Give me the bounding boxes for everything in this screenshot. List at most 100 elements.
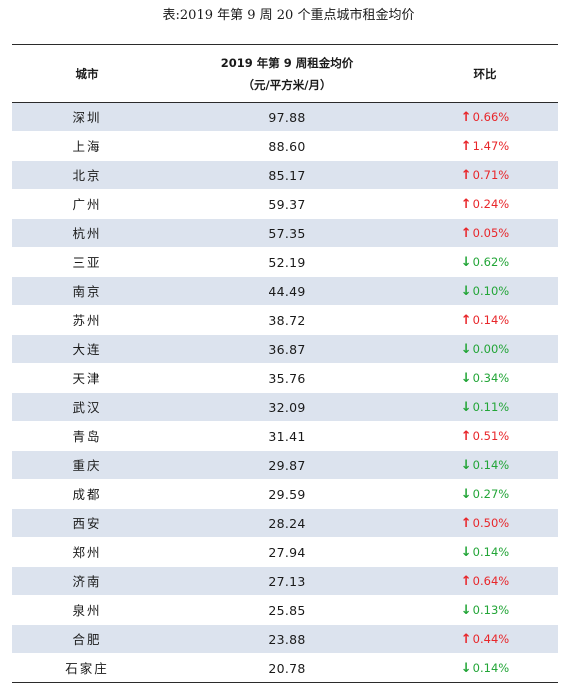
- table-row: 苏州 38.72 ↑0.14%: [12, 305, 558, 335]
- change-cell: ↑0.71%: [412, 160, 558, 190]
- price-header-line1: 2019 年第 9 周租金均价: [220, 55, 354, 70]
- table-body: 深圳 97.88 ↑0.66% 上海 88.60 ↑1.47% 北京 85.17 ↑0.71% 广…: [12, 102, 558, 683]
- rent-price-table: 城市 2019 年第 9 周租金均价 （元/平方米/月） 环比 深圳 97.88 ↑…: [12, 44, 558, 683]
- table-row: 南京 44.49 ↓0.10%: [12, 276, 558, 306]
- city-cell: 合肥: [12, 624, 162, 654]
- change-cell: ↑0.14%: [412, 305, 558, 335]
- table-row: 三亚 52.19 ↓0.62%: [12, 247, 558, 277]
- price-cell: 23.88: [162, 624, 412, 654]
- change-cell: ↑0.44%: [412, 624, 558, 654]
- change-cell: ↑1.47%: [412, 131, 558, 161]
- price-cell: 97.88: [162, 102, 412, 132]
- city-cell: 泉州: [12, 595, 162, 625]
- change-cell: ↓0.14%: [412, 653, 558, 683]
- table-row: 郑州 27.94 ↓0.14%: [12, 537, 558, 567]
- change-value: 0.14%: [472, 661, 510, 675]
- change-cell: ↑0.05%: [412, 218, 558, 248]
- table-row: 石家庄 20.78 ↓0.14%: [12, 653, 558, 683]
- change-value: 0.66%: [472, 110, 510, 124]
- change-value: 0.34%: [472, 371, 510, 385]
- city-cell: 青岛: [12, 421, 162, 451]
- change-cell: ↓0.11%: [412, 392, 558, 422]
- arrow-down-icon: ↓: [460, 371, 472, 386]
- arrow-up-icon: ↑: [460, 226, 472, 241]
- change-column-header: 环比: [412, 44, 558, 103]
- arrow-up-icon: ↑: [460, 139, 472, 154]
- table-row: 广州 59.37 ↑0.24%: [12, 189, 558, 219]
- arrow-down-icon: ↓: [460, 342, 472, 357]
- arrow-up-icon: ↑: [460, 168, 472, 183]
- price-cell: 59.37: [162, 189, 412, 219]
- arrow-down-icon: ↓: [460, 284, 472, 299]
- price-cell: 88.60: [162, 131, 412, 161]
- change-cell: ↑0.51%: [412, 421, 558, 451]
- table-row: 济南 27.13 ↑0.64%: [12, 566, 558, 596]
- city-cell: 广州: [12, 189, 162, 219]
- price-cell: 36.87: [162, 334, 412, 364]
- table-row: 天津 35.76 ↓0.34%: [12, 363, 558, 393]
- change-value: 0.71%: [472, 168, 510, 182]
- change-value: 0.50%: [472, 516, 510, 530]
- change-cell: ↓0.14%: [412, 537, 558, 567]
- change-value: 0.11%: [472, 400, 510, 414]
- price-cell: 44.49: [162, 276, 412, 306]
- city-cell: 深圳: [12, 102, 162, 132]
- change-value: 0.05%: [472, 226, 510, 240]
- price-column-header: 2019 年第 9 周租金均价 （元/平方米/月）: [162, 44, 412, 103]
- change-value: 0.51%: [472, 429, 510, 443]
- arrow-down-icon: ↓: [460, 661, 472, 676]
- arrow-up-icon: ↑: [460, 632, 472, 647]
- city-cell: 大连: [12, 334, 162, 364]
- price-cell: 29.59: [162, 479, 412, 509]
- change-value: 0.14%: [472, 313, 510, 327]
- price-cell: 25.85: [162, 595, 412, 625]
- change-cell: ↓0.00%: [412, 334, 558, 364]
- price-cell: 32.09: [162, 392, 412, 422]
- price-cell: 38.72: [162, 305, 412, 335]
- city-cell: 成都: [12, 479, 162, 509]
- city-cell: 南京: [12, 276, 162, 306]
- city-cell: 重庆: [12, 450, 162, 480]
- change-value: 1.47%: [472, 139, 510, 153]
- table-row: 杭州 57.35 ↑0.05%: [12, 218, 558, 248]
- change-cell: ↑0.64%: [412, 566, 558, 596]
- arrow-up-icon: ↑: [460, 197, 472, 212]
- price-cell: 52.19: [162, 247, 412, 277]
- table-row: 武汉 32.09 ↓0.11%: [12, 392, 558, 422]
- change-value: 0.27%: [472, 487, 510, 501]
- price-cell: 28.24: [162, 508, 412, 538]
- price-cell: 29.87: [162, 450, 412, 480]
- price-cell: 27.94: [162, 537, 412, 567]
- city-cell: 苏州: [12, 305, 162, 335]
- city-cell: 三亚: [12, 247, 162, 277]
- price-cell: 35.76: [162, 363, 412, 393]
- change-cell: ↓0.34%: [412, 363, 558, 393]
- arrow-down-icon: ↓: [460, 255, 472, 270]
- arrow-down-icon: ↓: [460, 400, 472, 415]
- table-row: 重庆 29.87 ↓0.14%: [12, 450, 558, 480]
- arrow-up-icon: ↑: [460, 516, 472, 531]
- table-title: 表:2019 年第 9 周 20 个重点城市租金均价: [162, 8, 415, 23]
- change-cell: ↑0.50%: [412, 508, 558, 538]
- arrow-up-icon: ↑: [460, 574, 472, 589]
- city-cell: 武汉: [12, 392, 162, 422]
- table-row: 成都 29.59 ↓0.27%: [12, 479, 558, 509]
- city-cell: 天津: [12, 363, 162, 393]
- arrow-up-icon: ↑: [460, 313, 472, 328]
- change-cell: ↓0.14%: [412, 450, 558, 480]
- change-value: 0.00%: [472, 342, 510, 356]
- city-cell: 杭州: [12, 218, 162, 248]
- price-cell: 31.41: [162, 421, 412, 451]
- arrow-down-icon: ↓: [460, 545, 472, 560]
- arrow-down-icon: ↓: [460, 487, 472, 502]
- arrow-up-icon: ↑: [460, 110, 472, 125]
- change-value: 0.14%: [472, 458, 510, 472]
- city-cell: 上海: [12, 131, 162, 161]
- city-cell: 西安: [12, 508, 162, 538]
- change-value: 0.62%: [472, 255, 510, 269]
- price-cell: 20.78: [162, 653, 412, 683]
- price-cell: 57.35: [162, 218, 412, 248]
- table-header-row: 城市 2019 年第 9 周租金均价 （元/平方米/月） 环比: [12, 44, 558, 103]
- price-cell: 27.13: [162, 566, 412, 596]
- table-row: 大连 36.87 ↓0.00%: [12, 334, 558, 364]
